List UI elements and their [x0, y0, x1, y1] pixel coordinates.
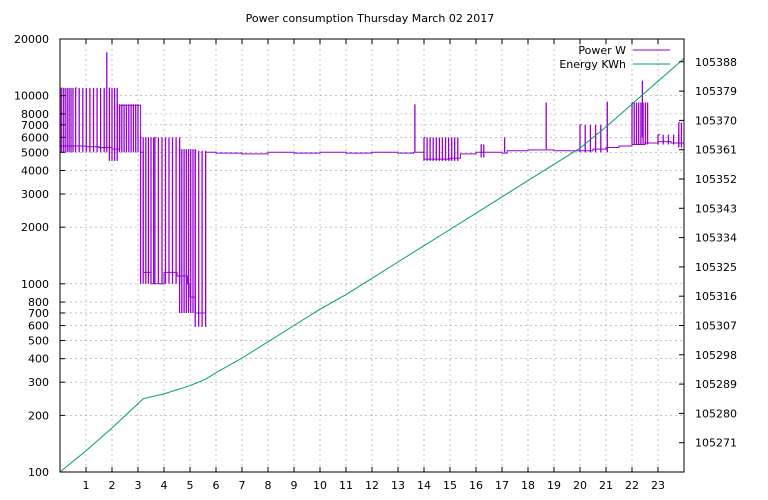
y-left-tick-label: 3000: [21, 188, 49, 201]
y-right-tick-label: 105388: [695, 56, 737, 69]
legend: Power W Energy KWh: [559, 44, 670, 71]
x-tick-label: 22: [625, 479, 639, 492]
y-right-tick-label: 105325: [695, 261, 737, 274]
y-left-tick-label: 700: [28, 307, 49, 320]
grid-lines: [60, 39, 684, 472]
y-left-tick-label: 4000: [21, 165, 49, 178]
x-tick-label: 13: [391, 479, 405, 492]
x-tick-label: 14: [417, 479, 431, 492]
y-right-tick-label: 105343: [695, 202, 737, 215]
y-right-tick-label: 105334: [695, 232, 737, 245]
y-left-tick-label: 800: [28, 296, 49, 309]
x-tick-label: 7: [239, 479, 246, 492]
y-left-tick-label: 300: [28, 376, 49, 389]
plot-series: [59, 52, 685, 473]
x-tick-label: 12: [365, 479, 379, 492]
axes: 1 2 3 4 5 6 7 8 9 10 11 12 13 14 15 16 17 18 19 20 21 22 23100…: [14, 33, 737, 492]
x-tick-label: 20: [573, 479, 587, 492]
x-tick-label: 21: [599, 479, 613, 492]
y-right-tick-label: 105271: [695, 437, 737, 450]
y-right-tick-label: 105352: [695, 173, 737, 186]
energy-series-line: [59, 58, 685, 473]
x-tick-label: 9: [291, 479, 298, 492]
x-tick-label: 11: [339, 479, 353, 492]
x-tick-label: 23: [651, 479, 665, 492]
y-left-tick-label: 7000: [21, 119, 49, 132]
y-right-tick-label: 105379: [695, 85, 737, 98]
x-tick-label: 6: [213, 479, 220, 492]
y-right-tick-label: 105316: [695, 290, 737, 303]
y-left-tick-label: 20000: [14, 33, 49, 46]
x-tick-label: 4: [161, 479, 168, 492]
y-left-tick-label: 8000: [21, 108, 49, 121]
y-right-tick-label: 105307: [695, 319, 737, 332]
x-tick-label: 15: [443, 479, 457, 492]
y-right-tick-label: 105289: [695, 378, 737, 391]
y-left-tick-label: 1000: [21, 278, 49, 291]
x-tick-label: 18: [521, 479, 535, 492]
chart-title: Power consumption Thursday March 02 2017: [246, 12, 495, 25]
y-left-tick-label: 5000: [21, 146, 49, 159]
x-tick-label: 19: [547, 479, 561, 492]
legend-label-power: Power W: [578, 44, 626, 57]
y-left-tick-label: 100: [28, 466, 49, 479]
x-tick-label: 5: [187, 479, 194, 492]
y-left-tick-label: 600: [28, 320, 49, 333]
y-left-tick-label: 400: [28, 353, 49, 366]
x-tick-label: 10: [313, 479, 327, 492]
y-right-tick-label: 105298: [695, 349, 737, 362]
y-left-tick-label: 500: [28, 334, 49, 347]
y-right-tick-label: 105361: [695, 144, 737, 157]
y-left-tick-label: 10000: [14, 90, 49, 103]
legend-label-energy: Energy KWh: [559, 58, 626, 71]
y-right-tick-label: 105280: [695, 407, 737, 420]
x-tick-label: 17: [495, 479, 509, 492]
x-tick-label: 16: [469, 479, 483, 492]
y-left-tick-label: 2000: [21, 221, 49, 234]
y-left-tick-label: 6000: [21, 131, 49, 144]
x-tick-label: 3: [135, 479, 142, 492]
x-tick-label: 8: [265, 479, 272, 492]
y-left-tick-label: 200: [28, 409, 49, 422]
x-tick-label: 2: [109, 479, 116, 492]
x-tick-label: 1: [83, 479, 90, 492]
y-right-tick-label: 105370: [695, 114, 737, 127]
